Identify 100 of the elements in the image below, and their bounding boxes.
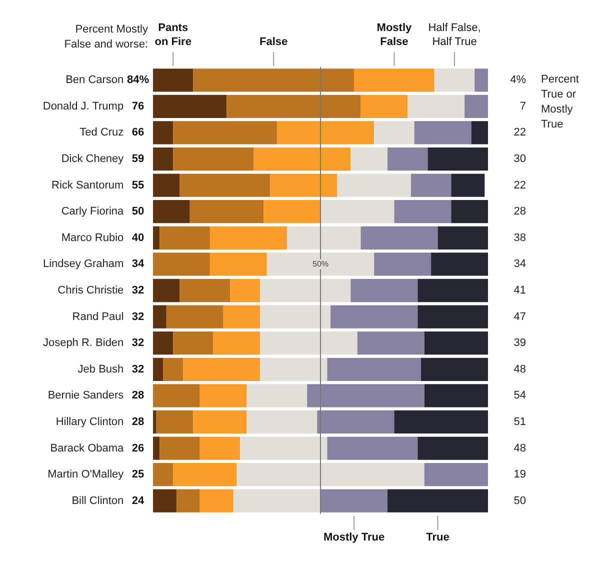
text: 19 xyxy=(514,468,526,481)
bar xyxy=(354,68,434,92)
bar xyxy=(270,174,338,197)
bar xyxy=(266,252,374,276)
bar xyxy=(153,436,160,460)
text: Percent Mostly False and worse: xyxy=(64,24,148,50)
bar xyxy=(180,174,270,197)
series-label: Pants on Fire xyxy=(154,22,192,48)
bar xyxy=(254,147,351,171)
ref-line-label: 50% xyxy=(312,260,329,269)
bar xyxy=(418,436,488,460)
bar xyxy=(213,332,260,355)
text: 51 xyxy=(514,416,526,428)
text: 32 xyxy=(132,284,144,296)
bar xyxy=(153,147,174,171)
bar xyxy=(153,358,164,381)
bar xyxy=(153,410,156,434)
bar xyxy=(153,305,166,328)
text: 48 xyxy=(514,363,526,376)
bar xyxy=(153,94,227,118)
bar xyxy=(166,305,224,328)
text: 59 xyxy=(132,153,144,166)
y-tick-label: Donald J. Trump xyxy=(42,100,124,112)
y-tick-label: Dick Cheney xyxy=(61,153,124,166)
bar xyxy=(210,252,267,276)
text: 54 xyxy=(514,390,526,402)
text: 24 xyxy=(132,494,145,507)
y-tick-label: Hillary Clinton xyxy=(56,416,124,428)
bar xyxy=(327,436,418,460)
bar xyxy=(260,305,331,328)
bar xyxy=(153,384,200,408)
bar xyxy=(264,200,320,224)
bar xyxy=(153,252,210,276)
bar xyxy=(173,121,277,144)
series-label: True xyxy=(426,532,450,544)
bar xyxy=(327,358,421,381)
bar xyxy=(260,332,358,355)
text: 76 xyxy=(132,100,144,112)
bar xyxy=(260,358,328,381)
text: 22 xyxy=(514,179,526,192)
series-label: Half False, Half True xyxy=(428,22,481,48)
bar xyxy=(210,226,287,250)
bar xyxy=(236,462,424,486)
text: 38 xyxy=(514,232,526,244)
y-tick-label: Jeb Bush xyxy=(78,363,124,376)
bar xyxy=(307,384,424,408)
y-tick-label: Marco Rubio xyxy=(61,232,124,244)
bar xyxy=(428,147,488,171)
text: 32 xyxy=(132,363,144,376)
series-label: False xyxy=(260,36,288,48)
bar xyxy=(226,94,361,118)
bar xyxy=(153,489,176,512)
bar xyxy=(330,305,418,328)
y-tick-label: Bernie Sanders xyxy=(48,390,124,402)
y-tick-label: Joseph R. Biden xyxy=(42,337,124,350)
bar xyxy=(374,252,432,276)
bar xyxy=(434,68,475,92)
y-tick-label: Barack Obama xyxy=(50,442,125,454)
text: Percent True or Mostly True xyxy=(541,74,579,131)
bar xyxy=(183,358,260,381)
bar xyxy=(287,226,361,250)
bar xyxy=(350,147,388,171)
text: 28 xyxy=(514,206,526,218)
text: 26 xyxy=(132,442,144,454)
text: 41 xyxy=(514,284,526,296)
bar xyxy=(418,305,488,328)
text: 39 xyxy=(514,337,526,350)
y-tick-label: Ted Cruz xyxy=(80,126,124,139)
y-tick-label: Chris Christie xyxy=(58,284,124,296)
bar xyxy=(176,489,200,512)
text: 30 xyxy=(514,153,526,166)
bar xyxy=(153,278,180,302)
bar xyxy=(414,121,472,144)
bar xyxy=(424,462,488,486)
bar xyxy=(153,462,174,486)
bar xyxy=(180,278,230,302)
bar xyxy=(424,332,488,355)
text: 47 xyxy=(514,310,526,323)
bar xyxy=(357,332,424,355)
bar xyxy=(246,384,308,408)
text: 7 xyxy=(520,100,526,112)
bar xyxy=(474,68,488,92)
y-tick-label: Lindsey Graham xyxy=(42,258,124,270)
bar xyxy=(193,410,247,434)
bar xyxy=(418,278,488,302)
series-label: Mostly False xyxy=(376,22,412,48)
y-tick-label: Ben Carson xyxy=(66,74,124,86)
bar xyxy=(153,68,194,92)
text: 28 xyxy=(132,390,144,402)
bar xyxy=(408,94,465,118)
text: 32 xyxy=(132,310,144,323)
y-tick-label: Carly Fiorina xyxy=(61,206,125,218)
text: 55 xyxy=(132,179,144,192)
bar xyxy=(320,200,394,224)
text: 25 xyxy=(132,468,144,481)
bar xyxy=(360,226,438,250)
text: 50 xyxy=(132,206,144,218)
bar xyxy=(350,278,418,302)
bar xyxy=(394,200,452,224)
y-tick-label: Bill Clinton xyxy=(72,494,124,507)
